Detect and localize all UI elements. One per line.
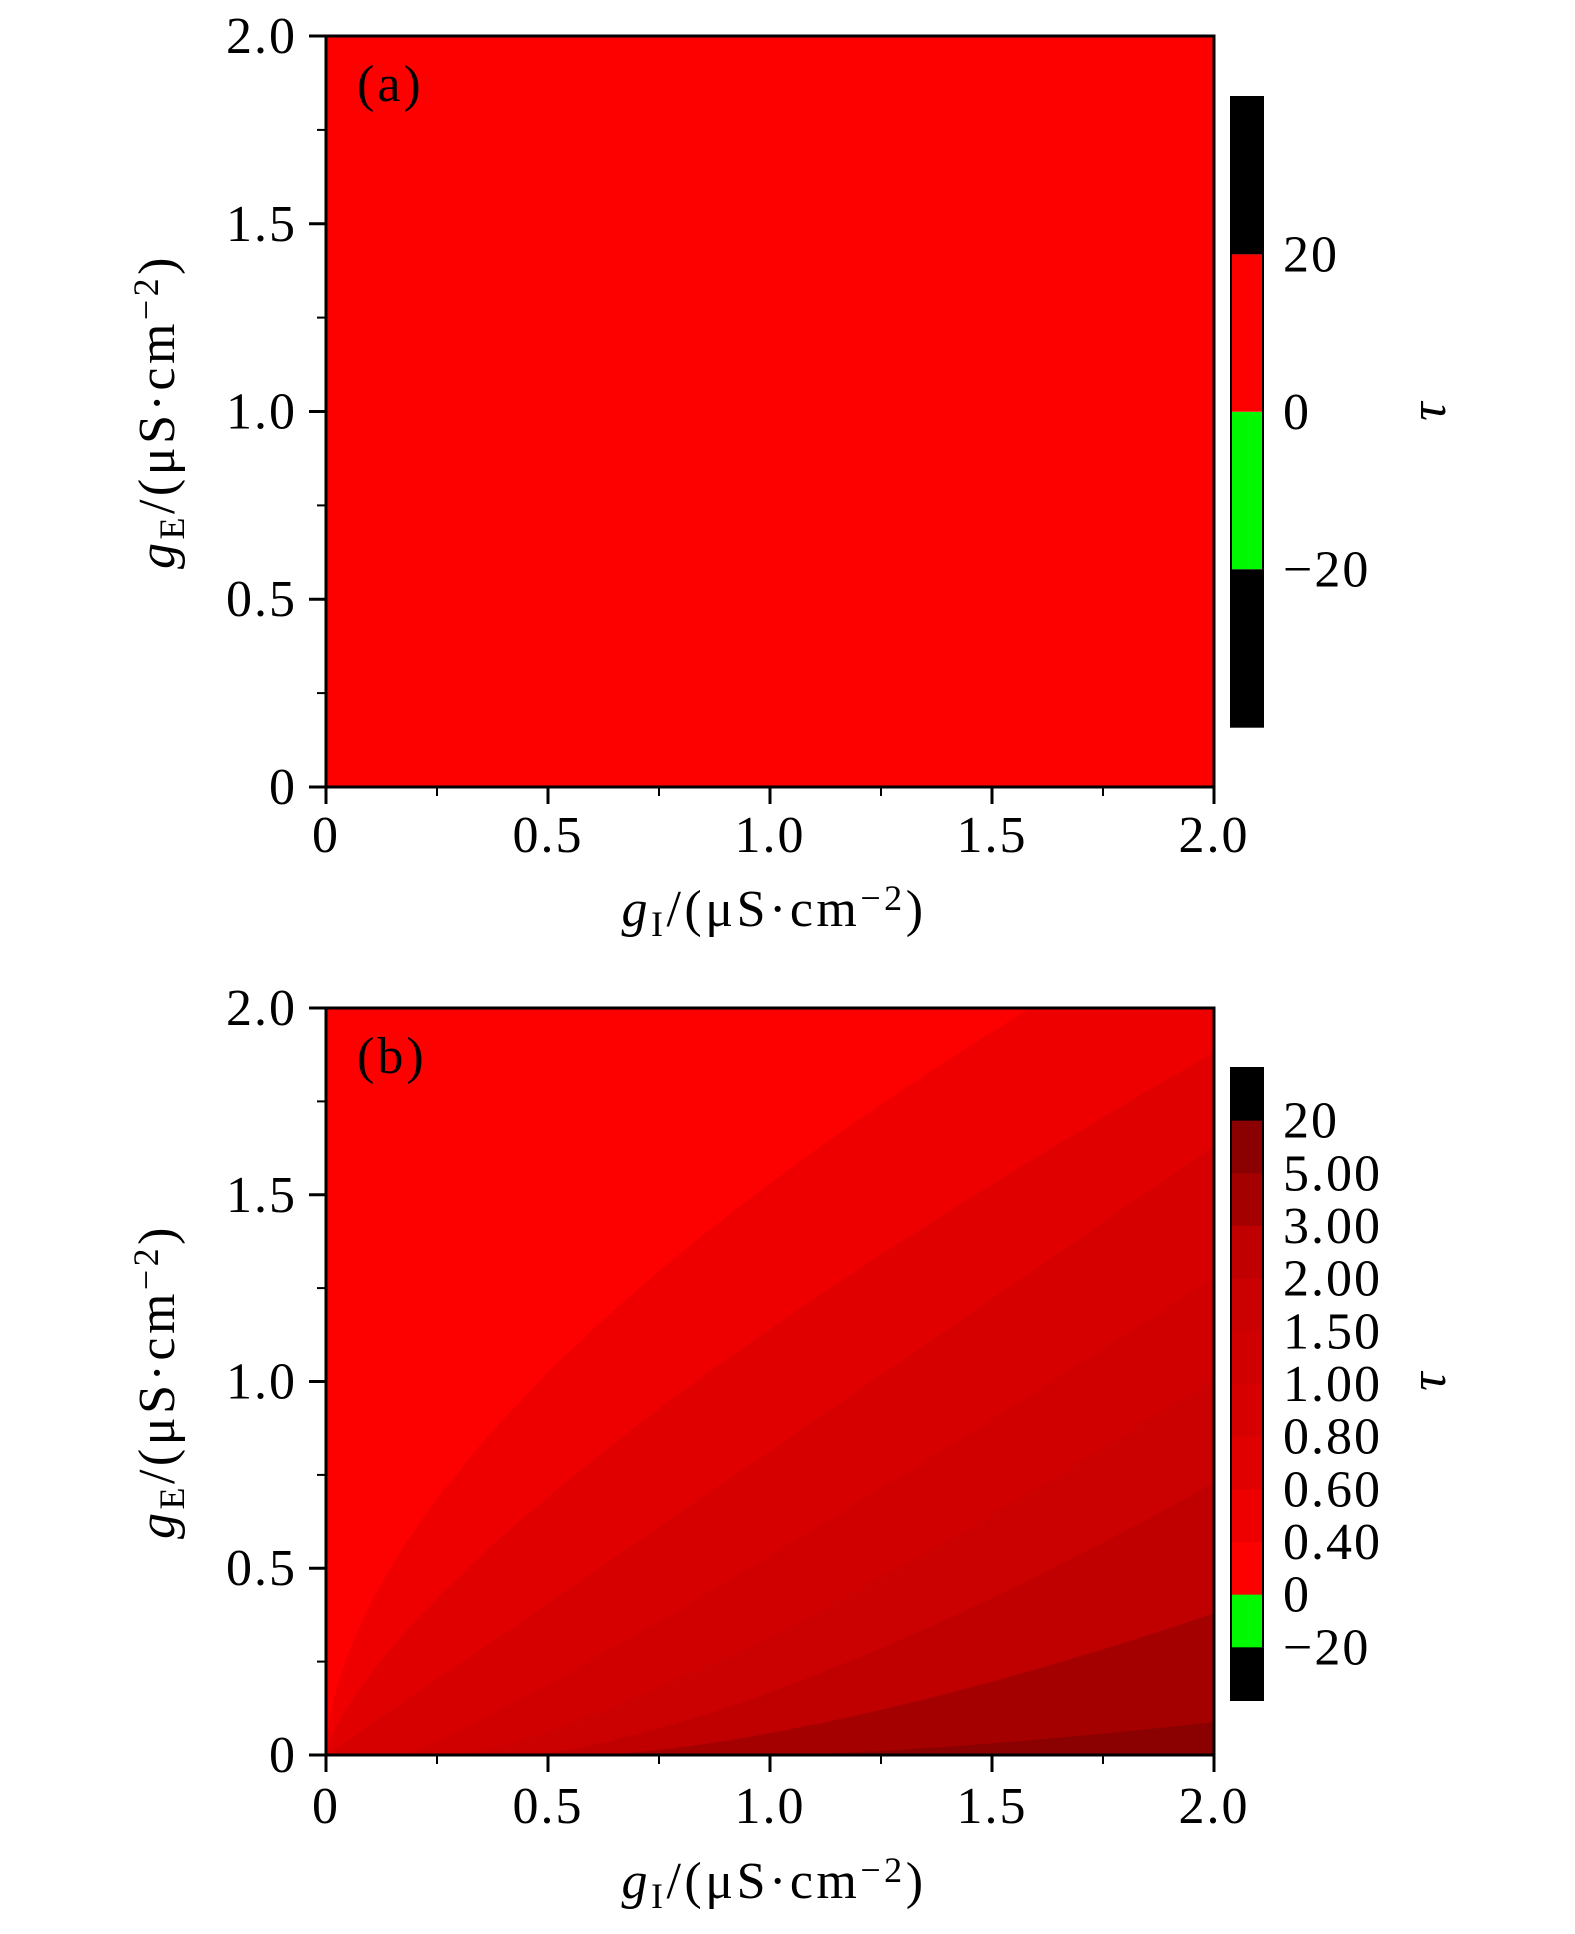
svg-text:gI/(μS·cm−2): gI/(μS·cm−2) [621,878,926,944]
svg-text:gI/(μS·cm−2): gI/(μS·cm−2) [621,1850,926,1916]
svg-text:0.5: 0.5 [513,1778,584,1835]
svg-text:−20: −20 [1283,541,1370,598]
svg-text:0.80: 0.80 [1283,1409,1382,1466]
svg-text:(a): (a) [357,56,424,113]
svg-text:0.5: 0.5 [513,807,584,864]
svg-text:2.0: 2.0 [1179,1778,1250,1835]
svg-text:1.0: 1.0 [226,1354,297,1411]
svg-text:1.0: 1.0 [226,384,297,441]
svg-text:20: 20 [1283,1093,1339,1150]
svg-text:0: 0 [312,1778,340,1835]
svg-text:−20: −20 [1283,1619,1370,1676]
svg-text:0: 0 [1283,384,1311,441]
svg-text:0: 0 [269,1727,297,1784]
svg-text:gE/(μS·cm−2): gE/(μS·cm−2) [126,254,192,569]
svg-text:1.5: 1.5 [957,807,1028,864]
svg-text:gE/(μS·cm−2): gE/(μS·cm−2) [126,1224,192,1539]
svg-text:0.5: 0.5 [226,571,297,628]
svg-text:0.40: 0.40 [1283,1514,1382,1571]
svg-text:1.5: 1.5 [226,1167,297,1224]
svg-text:2.0: 2.0 [226,980,297,1037]
svg-text:0: 0 [269,759,297,816]
svg-text:1.5: 1.5 [957,1778,1028,1835]
svg-text:1.00: 1.00 [1283,1356,1382,1413]
svg-text:0: 0 [1283,1567,1311,1624]
svg-text:2.0: 2.0 [226,8,297,65]
svg-text:1.5: 1.5 [226,196,297,253]
svg-text:0.5: 0.5 [226,1540,297,1597]
svg-text:τ: τ [1400,400,1457,421]
svg-text:τ: τ [1400,1370,1457,1391]
svg-text:1.50: 1.50 [1283,1303,1382,1360]
svg-text:0.60: 0.60 [1283,1461,1382,1518]
svg-text:5.00: 5.00 [1283,1145,1382,1202]
svg-text:0: 0 [312,807,340,864]
svg-text:1.0: 1.0 [735,807,806,864]
svg-text:2.00: 2.00 [1283,1251,1382,1308]
svg-text:20: 20 [1283,226,1339,283]
svg-text:3.00: 3.00 [1283,1198,1382,1255]
svg-text:1.0: 1.0 [735,1778,806,1835]
svg-text:2.0: 2.0 [1179,807,1250,864]
svg-text:(b): (b) [357,1028,427,1085]
